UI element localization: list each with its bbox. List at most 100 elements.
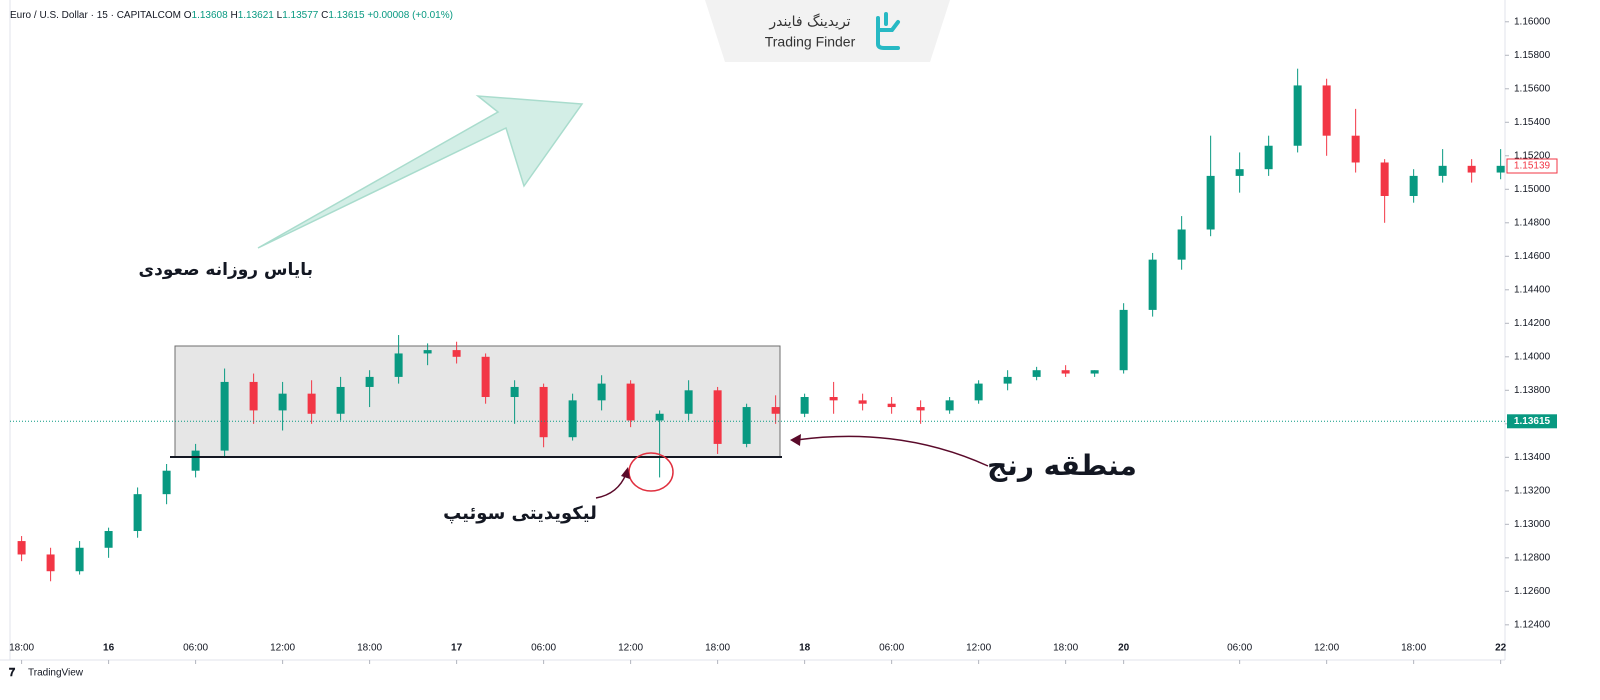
candle-body [713,390,722,444]
candle-body [423,350,432,354]
logo-en: Trading Finder [765,34,856,50]
open-value: 1.13608 [192,10,229,21]
candle-body [742,407,751,444]
y-tick-label: 1.13800 [1514,385,1551,396]
y-tick-label: 1.15400 [1514,117,1551,128]
x-tick-label: 18:00 [1401,643,1426,654]
candle-body [307,393,316,414]
y-tick-label: 1.13200 [1514,485,1551,496]
x-tick-label: 18 [799,643,811,654]
x-tick-label: 12:00 [270,643,295,654]
candle-body [1119,309,1128,371]
candle-body [974,383,983,401]
x-tick-label: 12:00 [966,643,991,654]
x-tick-label: 06:00 [879,643,904,654]
candle-body [1322,85,1331,136]
sweep-label: لیکویدیتی سوئیپ [443,503,597,524]
y-tick-label: 1.14800 [1514,217,1551,228]
last-price-label: 1.13615 [1514,416,1551,427]
candle-body [1090,370,1099,374]
logo-panel [705,0,950,62]
candle-body [1293,85,1302,146]
y-tick-label: 1.12600 [1514,586,1551,597]
tv-icon: 𝟕 [9,667,16,679]
candle-body [1467,165,1476,173]
candle-body [1148,259,1157,310]
y-tick-label: 1.14400 [1514,284,1551,295]
x-tick-label: 22 [1495,643,1507,654]
high-value: 1.13621 [238,10,275,21]
candle-body [75,547,84,572]
candle-body [539,386,548,438]
candle-body [655,413,664,421]
candle-body [916,407,925,411]
candle-body [510,386,519,398]
candle-body [278,393,287,411]
x-tick-label: 06:00 [183,643,208,654]
x-tick-label: 18:00 [9,643,34,654]
y-tick-label: 1.13400 [1514,452,1551,463]
candle-body [626,383,635,421]
low-label: L [277,10,283,21]
range-arrow-head [790,434,801,446]
open-label: O [184,10,192,21]
candle-body [336,386,345,414]
candle-body [829,397,838,401]
candle-body [365,376,374,387]
candle-body [945,400,954,411]
range-label: منطقه رنج [987,449,1137,482]
candle-body [394,353,403,377]
candle-body [133,494,142,532]
candle-body [771,407,780,414]
candle-body [568,400,577,438]
header: Euro / U.S. Dollar · 15 · CAPITALCOM O1.… [10,10,453,21]
candle-body [46,554,55,572]
y-tick-label: 1.14000 [1514,351,1551,362]
candle-body [1177,229,1186,260]
candle-body [191,450,200,471]
candles [17,68,1505,582]
candle-body [684,390,693,414]
candle-body [17,541,26,555]
high-label: H [230,10,237,21]
x-tick-label: 16 [103,643,115,654]
range-arrow [795,435,989,467]
sweep-circle [628,452,674,492]
candle-body [1206,175,1215,230]
candle-body [481,356,490,398]
candle-body [104,531,113,548]
x-tick-label: 06:00 [531,643,556,654]
x-tick-label: 06:00 [1227,643,1252,654]
candle-body [1351,135,1360,163]
close-value: 1.13615 [328,10,365,21]
x-tick-label: 17 [451,643,463,654]
y-tick-label: 1.15200 [1514,150,1551,161]
last-price-tag [1507,414,1557,429]
candle-body [452,350,461,357]
low-value: 1.13577 [282,10,319,21]
candle-body [887,403,896,408]
x-tick-label: 18:00 [705,643,730,654]
bias-arrow [257,95,584,249]
source: TradingView [28,668,84,679]
symbol: Euro / U.S. Dollar · 15 · CAPITALCOM [10,10,181,21]
x-tick-label: 18:00 [357,643,382,654]
candle-body [1235,169,1244,176]
change: +0.00008 (+0.01%) [367,10,453,21]
sweep-arrow [595,473,627,499]
marked-price-tag [1506,158,1558,174]
y-tick-label: 1.14600 [1514,251,1551,262]
candle-body [1061,370,1070,374]
x-tick-label: 18:00 [1053,643,1078,654]
candle-body [858,400,867,404]
x-tick-label: 12:00 [618,643,643,654]
candle-body [1438,165,1447,176]
y-tick-label: 1.16000 [1514,16,1551,27]
y-tick-label: 1.14200 [1514,318,1551,329]
y-tick-label: 1.15000 [1514,184,1551,195]
candle-body [1032,370,1041,377]
candle-body [162,470,171,495]
logo-icon [876,12,900,50]
